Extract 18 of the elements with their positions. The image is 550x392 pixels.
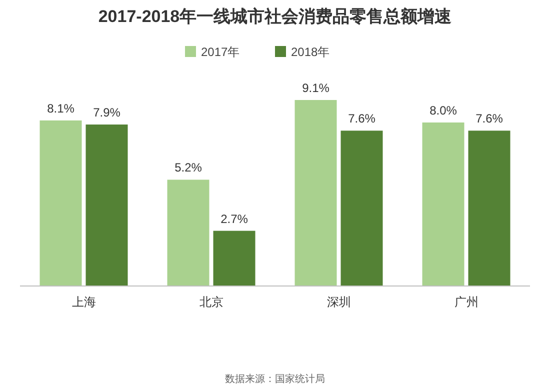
category: 深圳 [326, 295, 351, 309]
legend-label: 2017年 [201, 45, 240, 59]
data-label: 9.1% [302, 81, 330, 95]
data-label: 7.9% [93, 106, 120, 120]
title: 2017-2018年一线城市社会消费品零售总额增速 [98, 7, 452, 26]
category: 上海 [72, 295, 96, 309]
category: 北京 [199, 295, 224, 309]
data-label: 8.1% [47, 101, 74, 116]
legend-label: 2018年 [291, 45, 330, 59]
data-label: 7.6% [476, 112, 503, 126]
annotation: 数据来源：国家统计局 [225, 374, 325, 385]
data-label: 7.6% [348, 112, 376, 126]
legend-item: 2018年 [275, 45, 330, 59]
data-label: 5.2% [174, 160, 202, 175]
category: 广州 [454, 295, 478, 309]
legend-item: 2017年 [185, 45, 240, 59]
data-label: 2.7% [220, 212, 248, 226]
data-label: 8.0% [430, 103, 457, 118]
